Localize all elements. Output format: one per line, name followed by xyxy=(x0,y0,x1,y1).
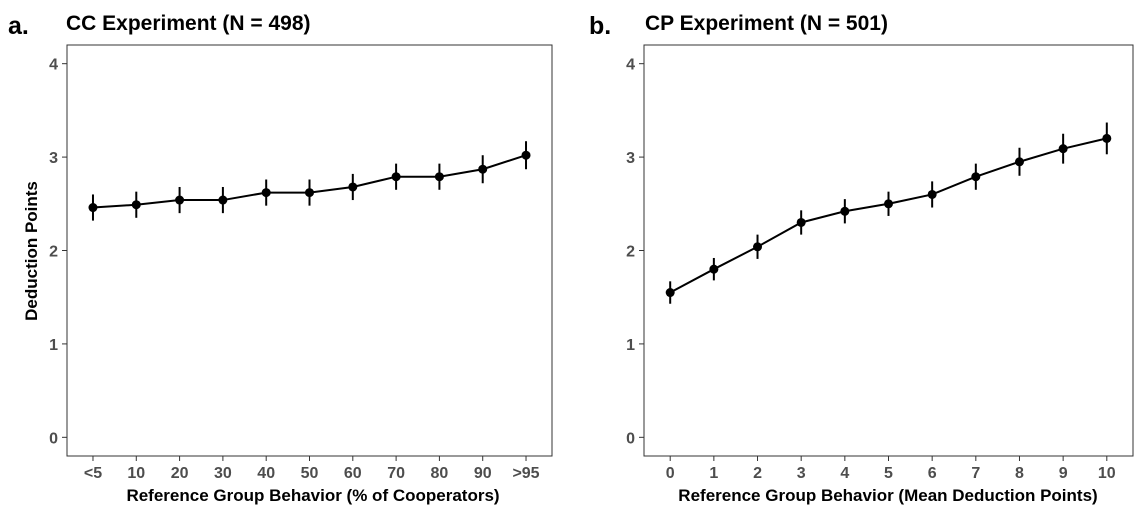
x-tick-label: 60 xyxy=(344,465,362,482)
x-tick-label: 6 xyxy=(928,465,937,482)
data-point xyxy=(478,164,488,174)
data-point xyxy=(218,195,228,205)
x-tick-label: 8 xyxy=(1015,465,1024,482)
y-tick-label: 0 xyxy=(49,430,58,447)
data-point xyxy=(434,172,444,182)
panel-label-b: b. xyxy=(589,12,611,40)
y-tick-label: 3 xyxy=(626,150,635,167)
y-tick-label: 4 xyxy=(49,57,58,74)
y-axis-title-a: Deduction Points xyxy=(22,181,41,321)
data-point xyxy=(927,189,937,199)
data-point xyxy=(1014,157,1024,167)
plot-frame xyxy=(643,44,1134,457)
chart-title-a: CC Experiment (N = 498) xyxy=(66,12,311,35)
x-tick-label: 40 xyxy=(257,465,275,482)
x-tick-label: >95 xyxy=(512,465,539,482)
y-tick-label: 4 xyxy=(626,57,635,74)
x-tick-label: 9 xyxy=(1059,465,1068,482)
x-tick-label: 0 xyxy=(666,465,675,482)
data-point xyxy=(884,199,893,209)
data-point xyxy=(305,188,314,198)
x-tick-label: 80 xyxy=(431,465,449,482)
x-tick-label: 30 xyxy=(214,465,232,482)
data-point xyxy=(1102,133,1112,143)
x-tick-label: 2 xyxy=(753,465,762,482)
x-axis-title-b: Reference Group Behavior (Mean Deduction… xyxy=(678,486,1097,505)
x-tick-label: 10 xyxy=(127,465,145,482)
data-point xyxy=(521,150,531,160)
x-tick-label: 90 xyxy=(474,465,492,482)
data-point xyxy=(753,242,763,252)
panel-label-a: a. xyxy=(8,12,29,40)
data-point xyxy=(796,217,806,227)
plot-frame xyxy=(66,44,553,457)
data-point xyxy=(665,288,675,298)
y-tick-label: 0 xyxy=(626,430,635,447)
y-tick-label: 3 xyxy=(49,150,58,167)
x-tick-label: <5 xyxy=(84,465,102,482)
panel-b: b. CP Experiment (N = 501) Reference Gro… xyxy=(589,12,1134,505)
y-tick-label: 1 xyxy=(49,337,58,354)
data-point xyxy=(709,264,719,274)
x-tick-label: 3 xyxy=(797,465,806,482)
y-tick-label: 2 xyxy=(626,244,635,261)
x-tick-label: 70 xyxy=(387,465,405,482)
y-tick-label: 2 xyxy=(49,244,58,261)
y-tick-label: 1 xyxy=(626,337,635,354)
x-tick-label: 5 xyxy=(884,465,893,482)
data-point xyxy=(1058,144,1068,154)
x-tick-label: 4 xyxy=(840,465,849,482)
x-tick-label: 7 xyxy=(971,465,980,482)
data-point xyxy=(348,182,358,192)
chart-title-b: CP Experiment (N = 501) xyxy=(645,12,888,35)
x-tick-label: 20 xyxy=(171,465,189,482)
x-tick-label: 10 xyxy=(1098,465,1116,482)
data-point xyxy=(175,195,185,205)
data-point xyxy=(840,206,850,216)
x-axis-title-a: Reference Group Behavior (% of Cooperato… xyxy=(126,486,499,505)
data-point xyxy=(131,200,141,210)
data-point xyxy=(391,172,401,182)
panel-a: a. CC Experiment (N = 498) Deduction Poi… xyxy=(8,12,553,505)
x-tick-label: 1 xyxy=(709,465,718,482)
data-point xyxy=(971,172,981,182)
data-point xyxy=(88,203,98,213)
data-point xyxy=(261,188,271,198)
x-tick-label: 50 xyxy=(301,465,319,482)
